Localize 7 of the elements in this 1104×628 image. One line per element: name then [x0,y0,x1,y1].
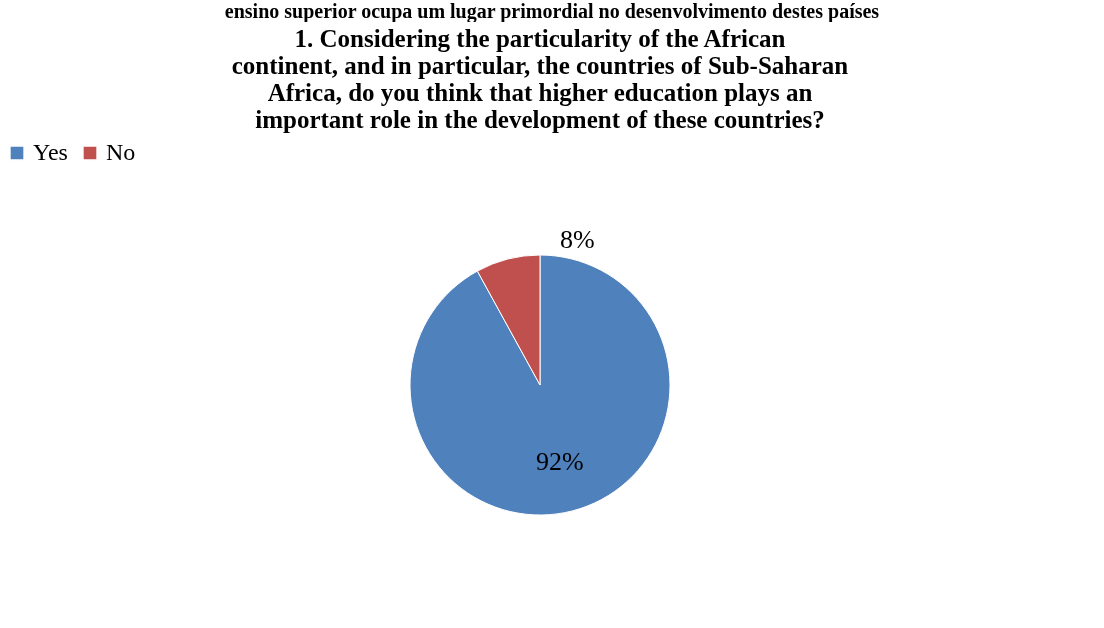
data-label: 92% [536,447,584,477]
legend-label: No [106,139,136,165]
chart-title: 1. Considering the particularity of the African continent, and in particular, the countries of Sub-Saharan Africa, do you think that higher education plays an important role in the development of these countries? [231,25,849,133]
legend-label: Yes [33,139,68,165]
pie-slice [409,254,671,516]
text: ensino superior ocupa um lugar primordial no desenvolvimento destes países [223,0,881,22]
data-label: 8% [559,224,595,254]
